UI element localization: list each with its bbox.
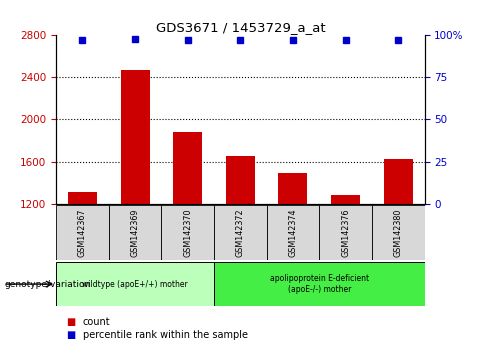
Bar: [384, 159, 413, 204]
Bar: [56, 262, 214, 306]
Text: GSM142376: GSM142376: [341, 209, 350, 257]
Bar: [56, 205, 109, 260]
Bar: [319, 205, 372, 260]
Bar: [214, 262, 425, 306]
Bar: [109, 205, 162, 260]
Text: genotype/variation: genotype/variation: [5, 280, 91, 289]
Text: wildtype (apoE+/+) mother: wildtype (apoE+/+) mother: [82, 280, 188, 289]
Text: percentile rank within the sample: percentile rank within the sample: [83, 330, 248, 339]
Text: apolipoprotein E-deficient
(apoE-/-) mother: apolipoprotein E-deficient (apoE-/-) mot…: [270, 274, 369, 294]
Text: GSM142370: GSM142370: [183, 209, 192, 257]
Text: ■: ■: [66, 317, 75, 327]
Text: GSM142372: GSM142372: [236, 209, 245, 257]
Text: GSM142367: GSM142367: [78, 209, 87, 257]
Bar: [266, 205, 319, 260]
Bar: [121, 70, 149, 204]
Bar: [162, 205, 214, 260]
Bar: [372, 205, 425, 260]
Bar: [226, 156, 255, 204]
Bar: [331, 195, 360, 204]
Text: GSM142374: GSM142374: [288, 209, 298, 257]
Text: ■: ■: [66, 330, 75, 339]
Bar: [214, 205, 266, 260]
Bar: [173, 132, 202, 204]
Text: GSM142369: GSM142369: [131, 209, 140, 257]
Text: GSM142380: GSM142380: [394, 209, 403, 257]
Text: count: count: [83, 317, 111, 327]
Bar: [279, 173, 307, 204]
Bar: [68, 192, 97, 204]
Title: GDS3671 / 1453729_a_at: GDS3671 / 1453729_a_at: [156, 21, 325, 34]
